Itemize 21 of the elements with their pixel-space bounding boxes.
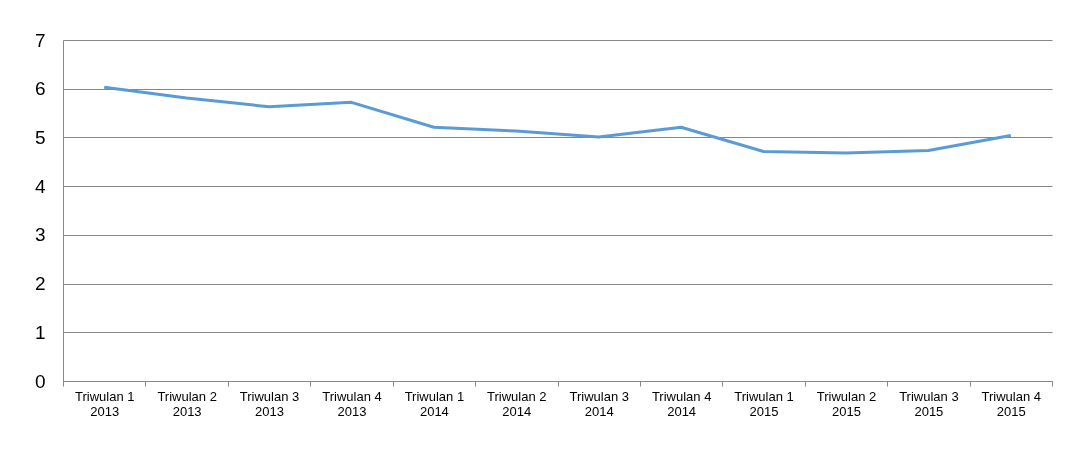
y-tick-label: 6 <box>34 78 46 100</box>
y-tick-label: 7 <box>34 29 46 51</box>
y-tick-label: 3 <box>34 224 46 246</box>
x-tick-label: Triwulan 4 2015 <box>981 388 1042 419</box>
x-tick-label: Triwulan 3 2015 <box>899 388 959 419</box>
x-tick-label: Triwulan 2 2013 <box>157 388 217 419</box>
x-tick-label: Triwulan 4 2013 <box>322 388 382 419</box>
x-tick-label: Triwulan 2 2014 <box>487 388 547 419</box>
y-tick-label: 2 <box>34 273 46 295</box>
x-tick-label: Triwulan 4 2014 <box>651 388 712 419</box>
y-tick-label: 4 <box>34 175 46 197</box>
y-tick-label: 1 <box>34 321 46 343</box>
x-tick-label: Triwulan 1 2014 <box>404 388 465 419</box>
x-tick-label: Triwulan 1 2013 <box>74 388 135 419</box>
line-series <box>102 85 1013 155</box>
x-tick-label: Triwulan 1 2015 <box>734 388 794 419</box>
y-tick-label: 0 <box>34 370 46 392</box>
y-tick-label: 5 <box>34 126 46 148</box>
x-tick-label: Triwulan 2 2015 <box>816 388 877 419</box>
x-tick-label: Triwulan 3 2014 <box>569 388 629 419</box>
x-tick-label: Triwulan 3 2013 <box>239 388 300 419</box>
